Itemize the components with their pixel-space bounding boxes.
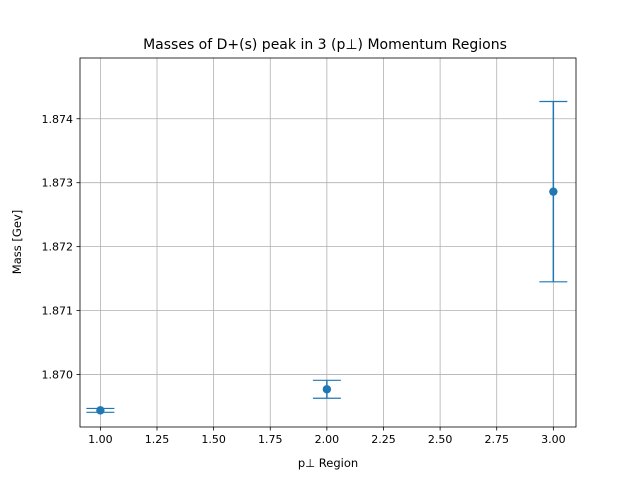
- plot-frame: [79, 57, 577, 428]
- x-tick-label: 3.00: [541, 433, 566, 446]
- y-tick-label: 1.873: [42, 177, 74, 190]
- data-layer: [86, 100, 568, 415]
- x-tick-label: 1.25: [145, 433, 170, 446]
- y-tick-label: 1.870: [42, 369, 74, 382]
- x-tick-label: 1.00: [88, 433, 113, 446]
- ticks: 1.00 1.25 1.50 1.75 2.00 2.25 2.50 2.75 3.00 1.87…: [42, 113, 566, 446]
- x-tick-label: 1.50: [201, 433, 226, 446]
- y-tick-label: 1.874: [42, 113, 74, 126]
- y-tick-label: 1.872: [42, 241, 74, 254]
- data-point: [96, 406, 105, 415]
- x-tick-label: 1.75: [258, 433, 283, 446]
- data-point: [549, 187, 558, 196]
- y-axis-label: Mass [Gev]: [10, 210, 24, 274]
- x-tick-label: 2.75: [484, 433, 509, 446]
- x-axis-label: p⊥ Region: [298, 456, 358, 470]
- chart-title: Masses of D+(s) peak in 3 (p⊥) Momentum …: [143, 37, 507, 53]
- y-tick-label: 1.871: [42, 305, 74, 318]
- data-point: [322, 385, 332, 394]
- x-tick-label: 2.00: [315, 433, 340, 446]
- x-tick-label: 2.25: [371, 433, 396, 446]
- x-tick-label: 2.50: [428, 433, 453, 446]
